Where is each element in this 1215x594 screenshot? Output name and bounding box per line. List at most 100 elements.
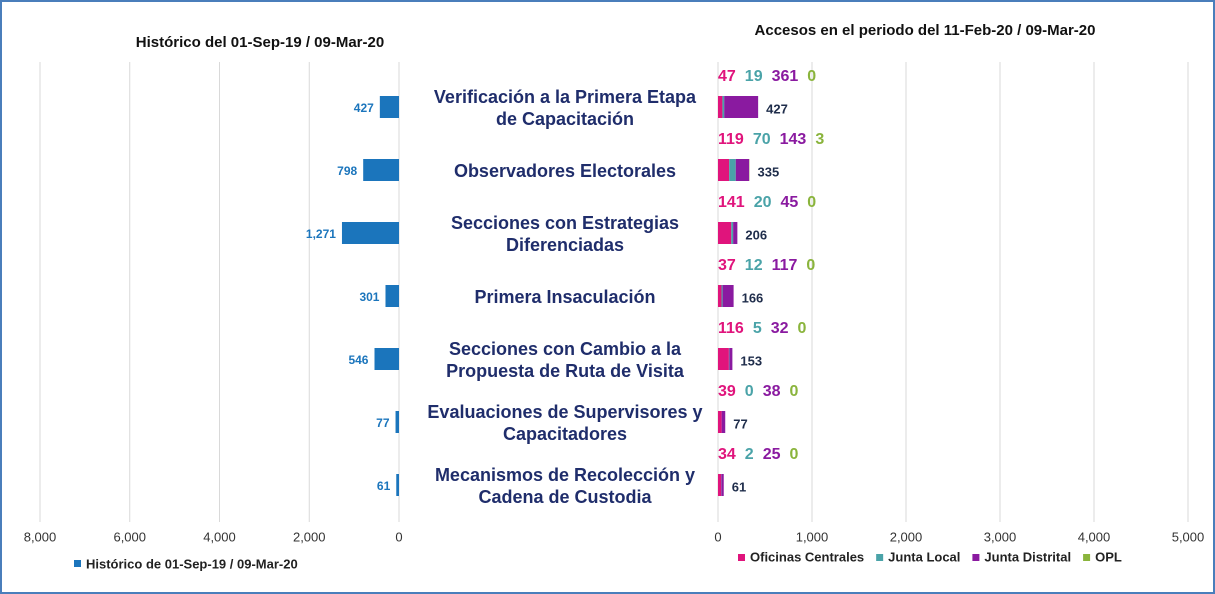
category-label: Secciones con Estrategias: [451, 213, 679, 233]
value-label: 546: [348, 353, 368, 367]
bar-segment: [721, 411, 726, 433]
x-tick-label: 6,000: [113, 529, 146, 544]
legend-label: Junta Local: [888, 549, 960, 564]
value-label: 0: [807, 194, 816, 211]
value-label: 39: [718, 383, 736, 400]
category-label: Evaluaciones de Supervisores y: [427, 402, 702, 422]
bar-segment: [722, 96, 725, 118]
category-label: Verificación a la Primera Etapa: [434, 87, 697, 107]
category-label: Cadena de Custodia: [478, 487, 652, 507]
bar-segment: [722, 285, 734, 307]
value-label: 119: [718, 131, 744, 148]
bar-segment: [729, 348, 733, 370]
value-label: 0: [790, 446, 799, 463]
value-label: 61: [377, 479, 391, 493]
bar-segment: [735, 159, 750, 181]
value-label: 37: [718, 257, 736, 274]
bar-segment: [724, 96, 759, 118]
value-label: 798: [337, 164, 357, 178]
legend-swatch: [738, 554, 745, 561]
value-label: 38: [763, 383, 781, 400]
x-tick-label: 2,000: [293, 529, 326, 544]
x-tick-label: 4,000: [1078, 529, 1111, 544]
value-label: 25: [763, 446, 781, 463]
bar: [385, 285, 399, 307]
value-label: 19: [745, 68, 763, 85]
bar: [374, 348, 399, 370]
bar-segment: [718, 96, 723, 118]
bar-segment: [718, 285, 722, 307]
value-label: 301: [359, 290, 379, 304]
x-tick-label: 4,000: [203, 529, 236, 544]
value-label: 77: [376, 416, 390, 430]
bar-segment: [718, 411, 722, 433]
bar: [379, 96, 399, 118]
category-label: Mecanismos de Recolección y: [435, 465, 695, 485]
total-label: 206: [745, 227, 767, 242]
x-tick-label: 1,000: [796, 529, 829, 544]
bar-segment: [718, 222, 732, 244]
legend-label: OPL: [1095, 549, 1122, 564]
category-label: Capacitadores: [503, 424, 627, 444]
value-label: 0: [790, 383, 799, 400]
value-label: 1,271: [306, 227, 336, 241]
legend-label: Histórico de 01-Sep-19 / 09-Mar-20: [86, 556, 298, 571]
value-label: 12: [745, 257, 763, 274]
bar-segment: [733, 222, 738, 244]
x-tick-label: 2,000: [890, 529, 923, 544]
value-label: 141: [718, 194, 745, 211]
bar-segment: [721, 474, 724, 496]
category-label: Observadores Electorales: [454, 161, 676, 181]
value-label: 116: [718, 320, 744, 337]
value-label: 47: [718, 68, 736, 85]
legend-swatch: [876, 554, 884, 561]
bar: [341, 222, 399, 244]
bar-segment: [731, 222, 734, 244]
legend-swatch: [74, 560, 81, 567]
bar: [363, 159, 399, 181]
right-title: Accesos en el periodo del 11-Feb-20 / 09…: [755, 22, 1096, 39]
value-label: 117: [772, 257, 798, 274]
total-label: 427: [766, 101, 788, 116]
legend-swatch: [972, 554, 980, 561]
legend-swatch: [1083, 554, 1091, 561]
x-tick-label: 0: [395, 529, 402, 544]
legend-label: Oficinas Centrales: [750, 549, 864, 564]
value-label: 427: [354, 101, 374, 115]
value-label: 0: [745, 383, 754, 400]
bar: [396, 474, 399, 496]
value-label: 20: [754, 194, 772, 211]
x-tick-label: 8,000: [24, 529, 57, 544]
bar-segment: [718, 159, 730, 181]
value-label: 2: [745, 446, 754, 463]
x-tick-label: 0: [714, 529, 721, 544]
x-tick-label: 5,000: [1172, 529, 1205, 544]
value-label: 32: [771, 320, 789, 337]
value-label: 5: [753, 320, 762, 337]
value-label: 70: [753, 131, 771, 148]
category-label: Secciones con Cambio a la: [449, 339, 682, 359]
value-label: 0: [806, 257, 815, 274]
total-label: 335: [757, 164, 779, 179]
bar-segment: [721, 285, 723, 307]
value-label: 3: [815, 131, 824, 148]
category-label: Diferenciadas: [506, 235, 624, 255]
bar-segment: [729, 159, 736, 181]
value-label: 0: [807, 68, 816, 85]
value-label: 143: [780, 131, 807, 148]
total-label: 166: [742, 290, 764, 305]
total-label: 61: [732, 479, 746, 494]
value-label: 361: [772, 68, 799, 85]
x-tick-label: 3,000: [984, 529, 1017, 544]
bar: [395, 411, 399, 433]
total-label: 77: [733, 416, 747, 431]
total-label: 153: [740, 353, 762, 368]
value-label: 34: [718, 446, 736, 463]
value-label: 0: [798, 320, 807, 337]
bar-segment: [718, 474, 722, 496]
category-label: Propuesta de Ruta de Visita: [446, 361, 685, 381]
bar-segment: [718, 348, 729, 370]
legend-label: Junta Distrital: [984, 549, 1071, 564]
